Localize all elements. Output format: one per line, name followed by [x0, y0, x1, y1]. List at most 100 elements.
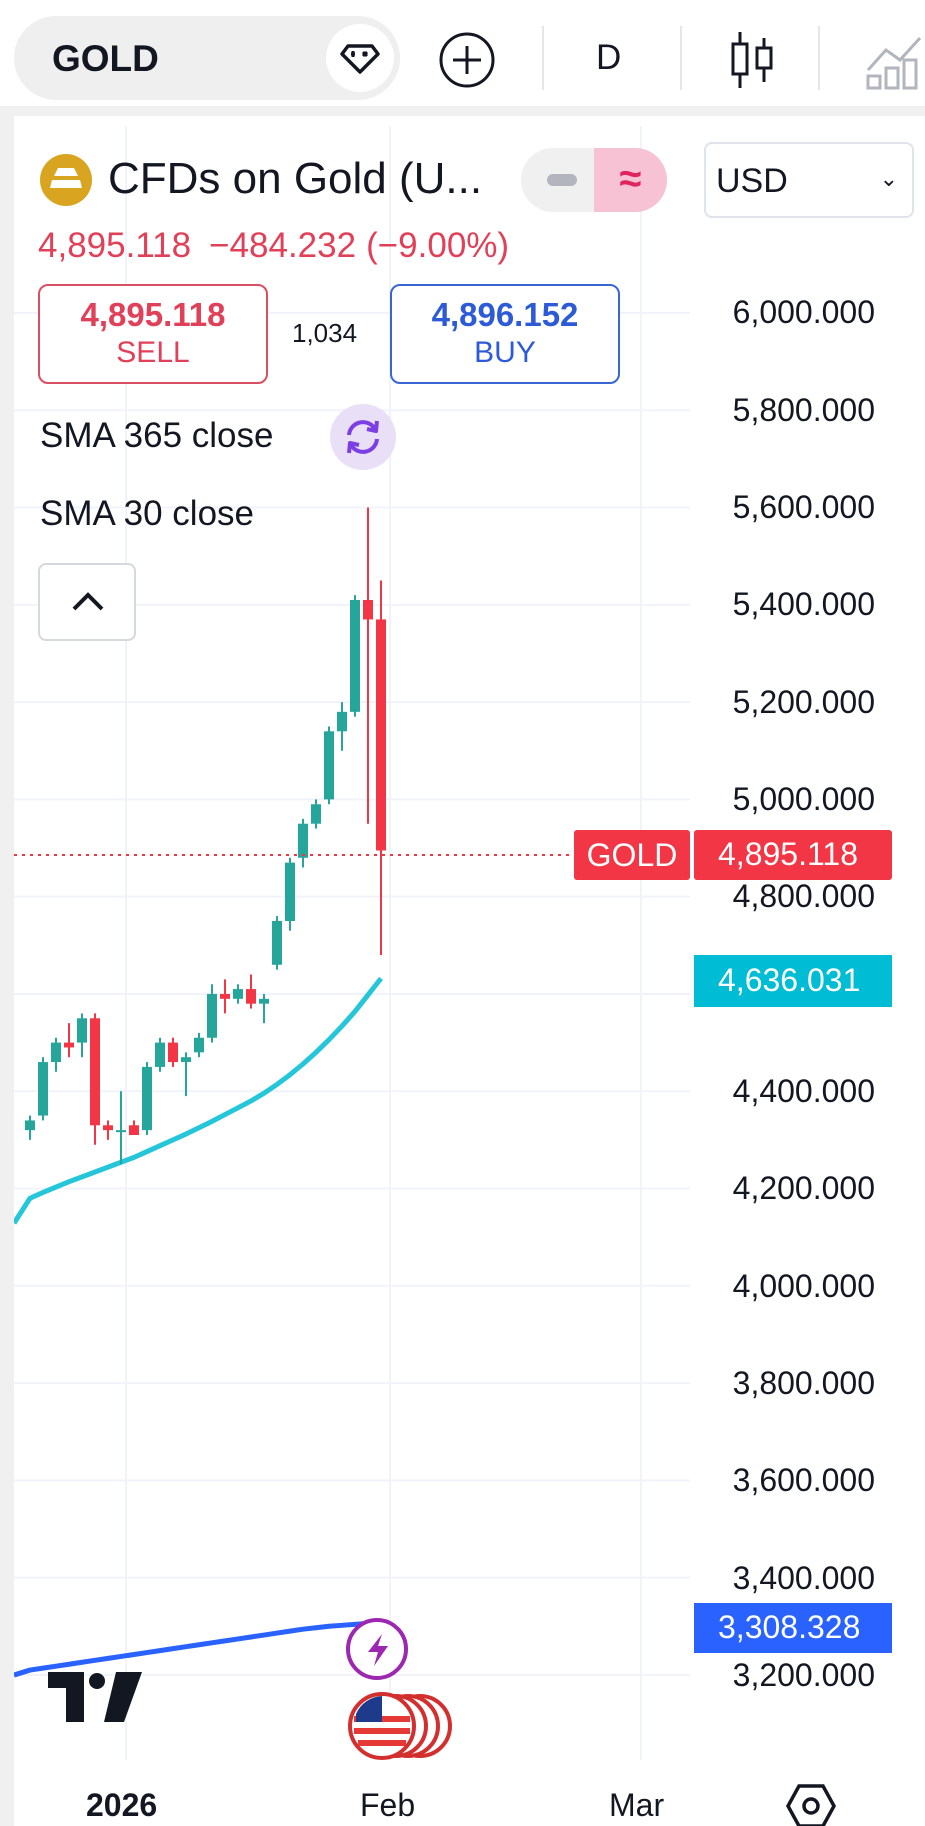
diamond-icon-button[interactable] [326, 24, 394, 92]
candle-body [298, 823, 308, 858]
candle [90, 1013, 100, 1145]
currency-value: USD [716, 162, 788, 200]
candle [324, 726, 334, 805]
candle-body [103, 1125, 113, 1131]
indicator-sma30-label[interactable]: SMA 30 close [40, 494, 254, 533]
candles-icon [731, 32, 773, 88]
candle [233, 984, 243, 1004]
chart-type-button[interactable] [864, 30, 925, 95]
sma30-line-layer [11, 976, 383, 1225]
candle-body [168, 1042, 178, 1063]
candle [259, 993, 269, 1024]
add-symbol-button[interactable] [438, 31, 496, 89]
symbol-price-tag: GOLD [574, 830, 690, 880]
gold-logo [40, 154, 92, 206]
buy-price: 4,896.152 [431, 296, 579, 333]
sma365-value-badge: 3,308.328 [694, 1603, 892, 1653]
event-marker-button[interactable] [346, 1618, 408, 1680]
sell-button[interactable]: 4,895.118 SELL [38, 284, 268, 384]
candle-body [233, 989, 243, 999]
sell-label: SELL [116, 336, 190, 369]
interval-button[interactable]: D [596, 38, 622, 77]
candle [103, 1120, 113, 1140]
candle [337, 702, 347, 751]
candle [207, 984, 217, 1043]
candle [168, 1037, 178, 1067]
collapse-legend-button[interactable] [38, 563, 136, 641]
candle-body [350, 599, 360, 712]
candle [220, 979, 230, 1014]
approx-icon[interactable]: ≈ [594, 148, 667, 212]
price-axis-label: 5,800.000 [732, 392, 875, 428]
refresh-button[interactable] [330, 404, 396, 470]
price-axis-label: 5,400.000 [732, 586, 875, 622]
candle-body [90, 1018, 100, 1126]
add-icon [439, 32, 495, 88]
indicator-sma365-label[interactable]: SMA 365 close [40, 416, 274, 455]
candle-body [207, 993, 217, 1038]
price-axis-label: 5,600.000 [732, 489, 875, 525]
instrument-title[interactable]: CFDs on Gold (U... [108, 154, 483, 203]
candle [116, 1091, 126, 1165]
candle-body [337, 711, 347, 732]
chevron-up-icon [72, 592, 104, 611]
candle-body [38, 1062, 48, 1116]
candle [142, 1062, 152, 1136]
change-percent: (−9.00%) [366, 226, 510, 265]
candle-body [220, 993, 230, 999]
candle [129, 1120, 139, 1136]
chart-style-button[interactable] [728, 30, 776, 95]
candle [246, 974, 256, 1009]
sma365-line-layer [13, 1619, 382, 1678]
buy-label: BUY [474, 336, 536, 369]
price-axis-label: 4,200.000 [732, 1170, 875, 1206]
sell-price: 4,895.118 [80, 296, 226, 333]
candle-body [64, 1042, 74, 1048]
candle-body [311, 804, 321, 824]
indicator-toggle[interactable]: ≈ [521, 148, 667, 212]
candle-body [51, 1042, 61, 1063]
sma30-line [11, 976, 383, 1225]
spread-value: 1,034 [292, 318, 358, 348]
price-axis-label: 4,400.000 [732, 1073, 875, 1109]
price-axis-label: 3,400.000 [732, 1560, 875, 1596]
sma30-value-badge: 4,636.031 [694, 955, 892, 1007]
price-axis-label: 4,800.000 [732, 878, 875, 914]
economic-events-button[interactable] [344, 1690, 456, 1762]
candle [25, 1115, 35, 1140]
time-axis-label: Mar [609, 1787, 665, 1823]
minus-icon[interactable] [547, 174, 577, 186]
candle [194, 1032, 204, 1058]
candle-body [285, 862, 295, 921]
currency-select[interactable]: USD ⌄ [704, 142, 914, 218]
price-axis-label: 3,600.000 [732, 1462, 875, 1498]
candle-body [376, 619, 386, 851]
symbol-name[interactable]: GOLD [52, 38, 159, 79]
candle-body [181, 1057, 191, 1063]
symbol-search[interactable]: GOLD [14, 16, 400, 100]
candle-body [246, 989, 256, 1004]
candle-body [194, 1037, 204, 1053]
candle [272, 916, 282, 970]
candle-body [363, 599, 373, 620]
left-frame [0, 116, 14, 1826]
candle-body [142, 1066, 152, 1131]
candle [285, 857, 295, 931]
price-axis-label: 3,200.000 [732, 1657, 875, 1693]
candle [311, 799, 321, 829]
candle [155, 1037, 165, 1072]
candle-body [324, 731, 334, 800]
settings-icon[interactable] [786, 1784, 836, 1826]
toolbar-separator [818, 26, 820, 90]
time-axis-label: Feb [360, 1787, 416, 1823]
toolbar-separator [542, 26, 544, 90]
buy-button[interactable]: 4,896.152 BUY [390, 284, 620, 384]
price-axis-label: 5,200.000 [732, 684, 875, 720]
lightning-icon [368, 1634, 388, 1666]
sma365-line [13, 1619, 382, 1678]
candle-body [116, 1130, 126, 1133]
price-axis-label: 3,800.000 [732, 1365, 875, 1401]
candle [350, 595, 360, 717]
diamond-icon [340, 44, 380, 74]
tradingview-logo [48, 1672, 142, 1722]
